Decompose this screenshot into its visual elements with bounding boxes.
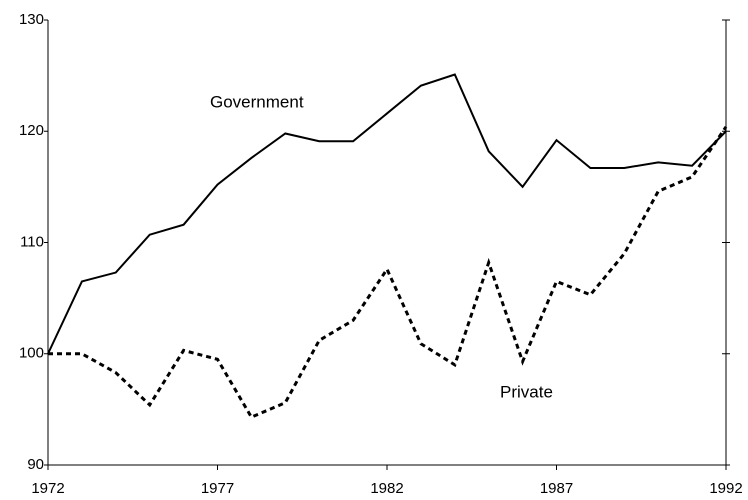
x-tick-label: 1972 — [31, 480, 64, 497]
series-label: Government — [210, 92, 304, 111]
y-tick-label: 90 — [27, 456, 44, 473]
series-label: Private — [500, 382, 553, 401]
y-tick-label: 130 — [19, 11, 44, 28]
y-tick-label: 100 — [19, 345, 44, 362]
x-tick-label: 1977 — [201, 480, 234, 497]
y-tick-label: 110 — [20, 233, 44, 250]
line-series — [48, 125, 728, 420]
x-tick-label: 1987 — [540, 480, 573, 497]
y-tick-label: 120 — [19, 122, 44, 139]
x-tick-label: 1992 — [709, 480, 742, 497]
x-tick-label: 1982 — [370, 480, 403, 497]
line-series — [47, 73, 727, 355]
